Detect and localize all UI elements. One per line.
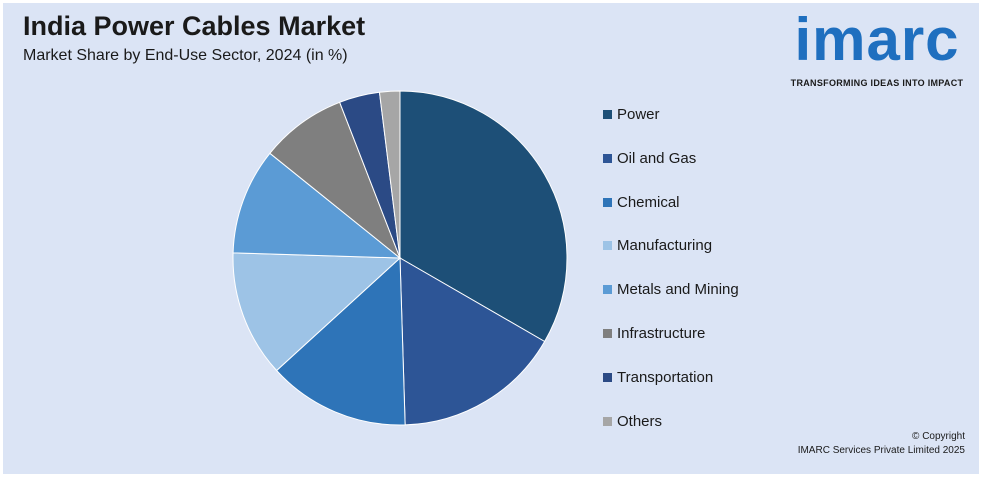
legend-label: Oil and Gas [617,149,697,167]
pie-slice-others [378,90,401,259]
logo-tagline: TRANSFORMING IDEAS INTO IMPACT [790,78,964,88]
pie-slice-metals-and-mining [232,152,402,259]
legend-swatch [603,241,612,251]
legend-label: Infrastructure [617,325,706,342]
legend-swatch [603,416,612,426]
legend-swatch [603,372,612,382]
pie-slice-chemical [275,256,406,426]
copyright-line: © Copyright [912,431,965,442]
pie-slice-oil-and-gas [399,257,546,426]
pie-slice-power [399,90,568,343]
legend-label: Others [617,412,663,430]
chart-title: India Power Cables Market [23,11,366,41]
chart-subtitle: Market Share by End-Use Sector, 2024 (in… [23,47,348,64]
legend-label: Chemical [617,193,680,211]
copyright-notice: © Copyright IMARC Services Private Limit… [798,430,965,458]
legend-swatch [603,285,612,295]
legend-swatch [603,329,612,338]
legend-swatch [603,197,612,207]
imarc-logo: imarc TRANSFORMING IDEAS INTO IMPACT [782,8,974,92]
legend-label: Transportation [617,368,714,386]
pie-slice-infrastructure [269,101,402,260]
legend-swatch [603,110,612,119]
copyright-company: IMARC Services Private Limited 2025 [797,445,965,456]
pie-slice-manufacturing [232,252,402,372]
legend-label: Manufacturing [617,237,713,255]
legend-label: Metals and Mining [617,281,739,299]
legend-label: Power [617,106,660,123]
legend-swatch [603,153,612,163]
logo-wordmark: imarc [794,6,960,73]
